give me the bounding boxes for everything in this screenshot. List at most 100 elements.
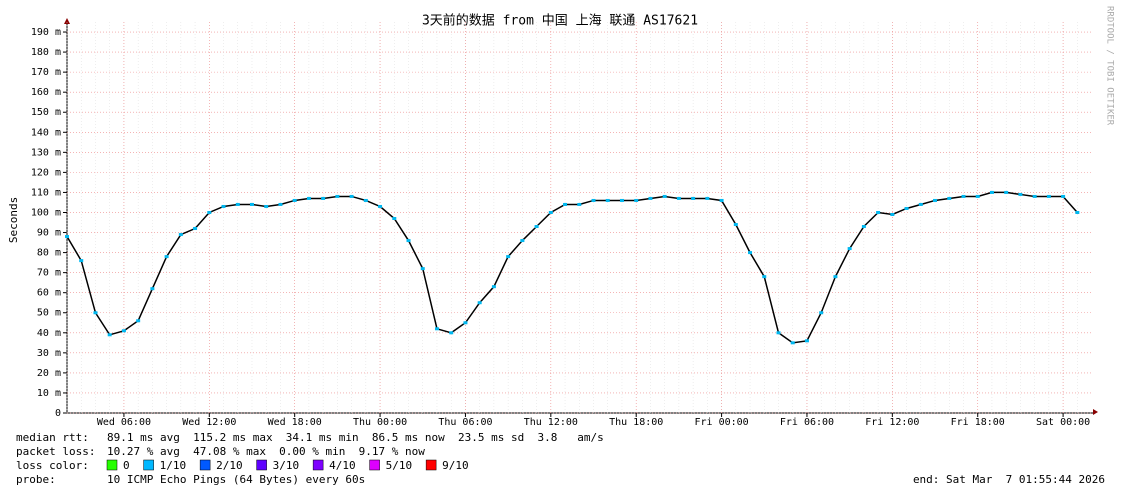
median-point bbox=[207, 210, 212, 214]
y-tick-label: 70 m bbox=[37, 268, 61, 279]
loss-swatch bbox=[143, 459, 154, 471]
x-tick-label: Thu 18:00 bbox=[609, 417, 663, 428]
x-arrow bbox=[1093, 409, 1098, 415]
y-tick-label: 80 m bbox=[37, 248, 61, 259]
stat-label: packet loss: bbox=[16, 445, 95, 458]
y-tick-label: 160 m bbox=[31, 87, 61, 98]
median-point bbox=[804, 339, 809, 343]
median-point bbox=[577, 202, 582, 206]
y-tick-label: 40 m bbox=[37, 328, 61, 339]
y-tick-label: 150 m bbox=[31, 107, 61, 118]
median-point bbox=[676, 196, 681, 200]
median-point bbox=[933, 198, 938, 202]
x-tick-label: Wed 06:00 bbox=[97, 417, 151, 428]
median-point bbox=[107, 333, 112, 337]
median-point bbox=[178, 233, 183, 237]
x-tick-label: Fri 06:00 bbox=[780, 417, 834, 428]
median-point bbox=[65, 235, 69, 239]
median-point bbox=[264, 204, 269, 208]
median-point bbox=[278, 202, 283, 206]
probe-label: probe: bbox=[16, 473, 56, 486]
y-tick-label: 10 m bbox=[37, 388, 61, 399]
median-point bbox=[989, 190, 994, 194]
median-point bbox=[918, 202, 923, 206]
median-point bbox=[93, 311, 98, 315]
x-tick-label: Fri 18:00 bbox=[951, 417, 1005, 428]
median-point bbox=[363, 198, 368, 202]
median-point bbox=[121, 329, 126, 333]
stat-text: 89.1 ms avg 115.2 ms max 34.1 ms min 86.… bbox=[107, 431, 604, 444]
loss-label: 0 bbox=[123, 459, 130, 472]
median-point bbox=[648, 196, 653, 200]
y-tick-label: 190 m bbox=[31, 27, 61, 38]
y-tick-label: 180 m bbox=[31, 47, 61, 58]
loss-label: 4/10 bbox=[329, 459, 356, 472]
median-point bbox=[292, 198, 297, 202]
chart-title: 3天前的数据 from 中国 上海 联通 AS17621 bbox=[422, 13, 698, 29]
y-tick-label: 140 m bbox=[31, 127, 61, 138]
y-tick-label: 110 m bbox=[31, 187, 61, 198]
y-tick-label: 100 m bbox=[31, 207, 61, 218]
median-point bbox=[506, 255, 511, 259]
median-point bbox=[349, 194, 354, 198]
loss-label: 1/10 bbox=[160, 459, 187, 472]
median-point bbox=[619, 198, 624, 202]
y-tick-label: 0 bbox=[55, 408, 61, 419]
x-tick-label: Wed 18:00 bbox=[268, 417, 322, 428]
y-tick-label: 50 m bbox=[37, 308, 61, 319]
median-point bbox=[520, 239, 525, 243]
loss-swatch bbox=[369, 459, 380, 471]
stat-label: median rtt: bbox=[16, 431, 89, 444]
x-tick-label: Thu 12:00 bbox=[524, 417, 578, 428]
median-point bbox=[819, 311, 824, 315]
median-point bbox=[449, 331, 454, 335]
median-point bbox=[321, 196, 326, 200]
median-point bbox=[861, 225, 866, 229]
median-point bbox=[634, 198, 639, 202]
loss-swatch bbox=[199, 459, 211, 471]
y-tick-label: 90 m bbox=[37, 228, 61, 239]
median-point bbox=[463, 321, 468, 325]
median-point bbox=[306, 196, 311, 200]
median-point bbox=[1075, 210, 1080, 214]
x-tick-label: Fri 12:00 bbox=[865, 417, 919, 428]
median-point bbox=[150, 287, 155, 291]
median-point bbox=[136, 319, 141, 323]
loss-label: 5/10 bbox=[386, 459, 413, 472]
median-point bbox=[1018, 192, 1023, 196]
x-tick-label: Wed 12:00 bbox=[182, 417, 236, 428]
x-tick-label: Fri 00:00 bbox=[694, 417, 748, 428]
loss-swatch bbox=[106, 459, 118, 471]
median-point bbox=[563, 202, 568, 206]
median-point bbox=[1004, 190, 1009, 194]
median-point bbox=[434, 327, 439, 331]
median-point bbox=[733, 223, 738, 227]
median-point bbox=[406, 239, 411, 243]
x-tick-label: Thu 00:00 bbox=[353, 417, 407, 428]
y-tick-label: 120 m bbox=[31, 167, 61, 178]
x-tick-label: Thu 06:00 bbox=[438, 417, 492, 428]
y-tick-label: 30 m bbox=[37, 348, 61, 359]
median-point bbox=[904, 206, 909, 210]
median-point bbox=[719, 198, 724, 202]
median-point bbox=[662, 194, 667, 198]
median-point bbox=[790, 341, 795, 345]
loss-swatch bbox=[312, 459, 324, 471]
loss-swatch bbox=[256, 459, 267, 471]
median-point bbox=[975, 194, 980, 198]
median-point bbox=[1061, 194, 1066, 198]
probe-text: 10 ICMP Echo Pings (64 Bytes) every 60s bbox=[107, 473, 365, 486]
median-point bbox=[548, 210, 553, 214]
end-text: end: Sat Mar 7 01:55:44 2026 bbox=[913, 473, 1105, 486]
median-point bbox=[79, 259, 84, 263]
loss-label: 9/10 bbox=[442, 459, 469, 472]
median-point bbox=[605, 198, 610, 202]
x-tick-label: Sat 00:00 bbox=[1036, 417, 1090, 428]
credit: RRDTOOL / TOBI OETIKER bbox=[1105, 6, 1115, 126]
median-point bbox=[335, 194, 340, 198]
median-point bbox=[1032, 194, 1037, 198]
loss-swatch bbox=[425, 459, 437, 471]
median-point bbox=[1046, 194, 1051, 198]
y-tick-label: 130 m bbox=[31, 147, 61, 158]
